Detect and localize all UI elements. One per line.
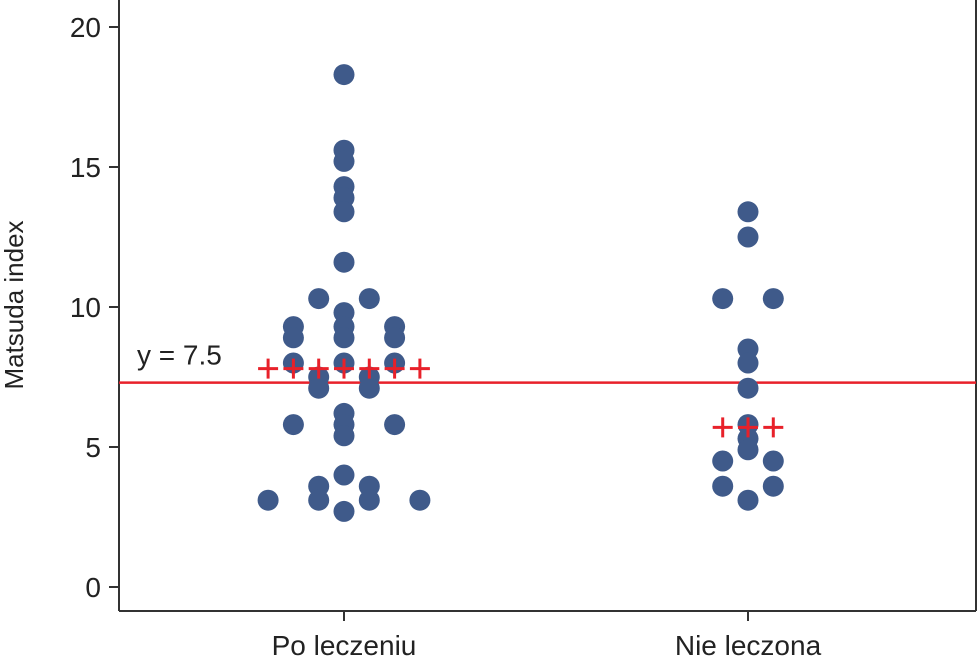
x-tick-label: Po leczeniu — [272, 630, 417, 658]
mean-plus-marker — [359, 358, 380, 379]
data-points — [257, 64, 784, 522]
mean-plus-marker — [763, 417, 784, 438]
data-point — [333, 201, 355, 223]
mean-plus-marker — [712, 417, 733, 438]
data-point — [308, 288, 330, 310]
x-tick-label: Nie leczona — [675, 630, 822, 658]
reference-line-label: y = 7.5 — [137, 340, 222, 371]
y-tick-label: 0 — [85, 572, 101, 603]
data-point — [358, 489, 380, 511]
data-point — [409, 489, 431, 511]
data-point — [712, 450, 734, 472]
mean-plus-marker — [738, 417, 758, 438]
mean-plus-marker — [409, 358, 430, 379]
data-point — [737, 489, 759, 511]
data-point — [737, 201, 759, 223]
data-point — [333, 464, 355, 486]
data-point — [333, 150, 355, 172]
reference-line-group: y = 7.5 — [119, 340, 976, 384]
data-point — [712, 288, 734, 310]
y-axis-ticks: 0 5 10 15 20 — [70, 12, 119, 603]
data-point — [712, 475, 734, 497]
mean-markers — [258, 358, 784, 438]
data-point — [333, 251, 355, 273]
data-point — [737, 352, 759, 374]
data-point — [333, 327, 355, 349]
mean-plus-marker — [384, 358, 405, 379]
mean-plus-marker — [308, 358, 329, 379]
data-point — [308, 489, 330, 511]
y-tick-label: 10 — [70, 292, 101, 323]
data-point — [762, 450, 784, 472]
y-tick-label: 5 — [85, 432, 101, 463]
data-point — [333, 64, 355, 86]
data-point — [358, 377, 380, 399]
data-point — [762, 288, 784, 310]
data-point — [384, 414, 406, 436]
data-point — [333, 425, 355, 447]
plot-frame — [118, 0, 977, 612]
data-point — [762, 475, 784, 497]
data-point — [282, 327, 304, 349]
mean-plus-marker — [283, 358, 304, 379]
y-tick-label: 15 — [70, 152, 101, 183]
data-point — [257, 489, 279, 511]
data-point — [737, 226, 759, 248]
data-point — [358, 288, 380, 310]
data-point — [333, 500, 355, 522]
data-point — [737, 439, 759, 461]
data-point — [308, 377, 330, 399]
y-tick-label: 20 — [70, 12, 101, 43]
data-point — [737, 377, 759, 399]
data-point — [282, 414, 304, 436]
x-axis-ticks: Po leczeniu Nie leczona — [272, 611, 822, 658]
y-axis-title: Matsuda index — [0, 220, 29, 389]
mean-plus-marker — [258, 358, 279, 379]
data-point — [384, 327, 406, 349]
mean-plus-marker — [334, 358, 354, 379]
